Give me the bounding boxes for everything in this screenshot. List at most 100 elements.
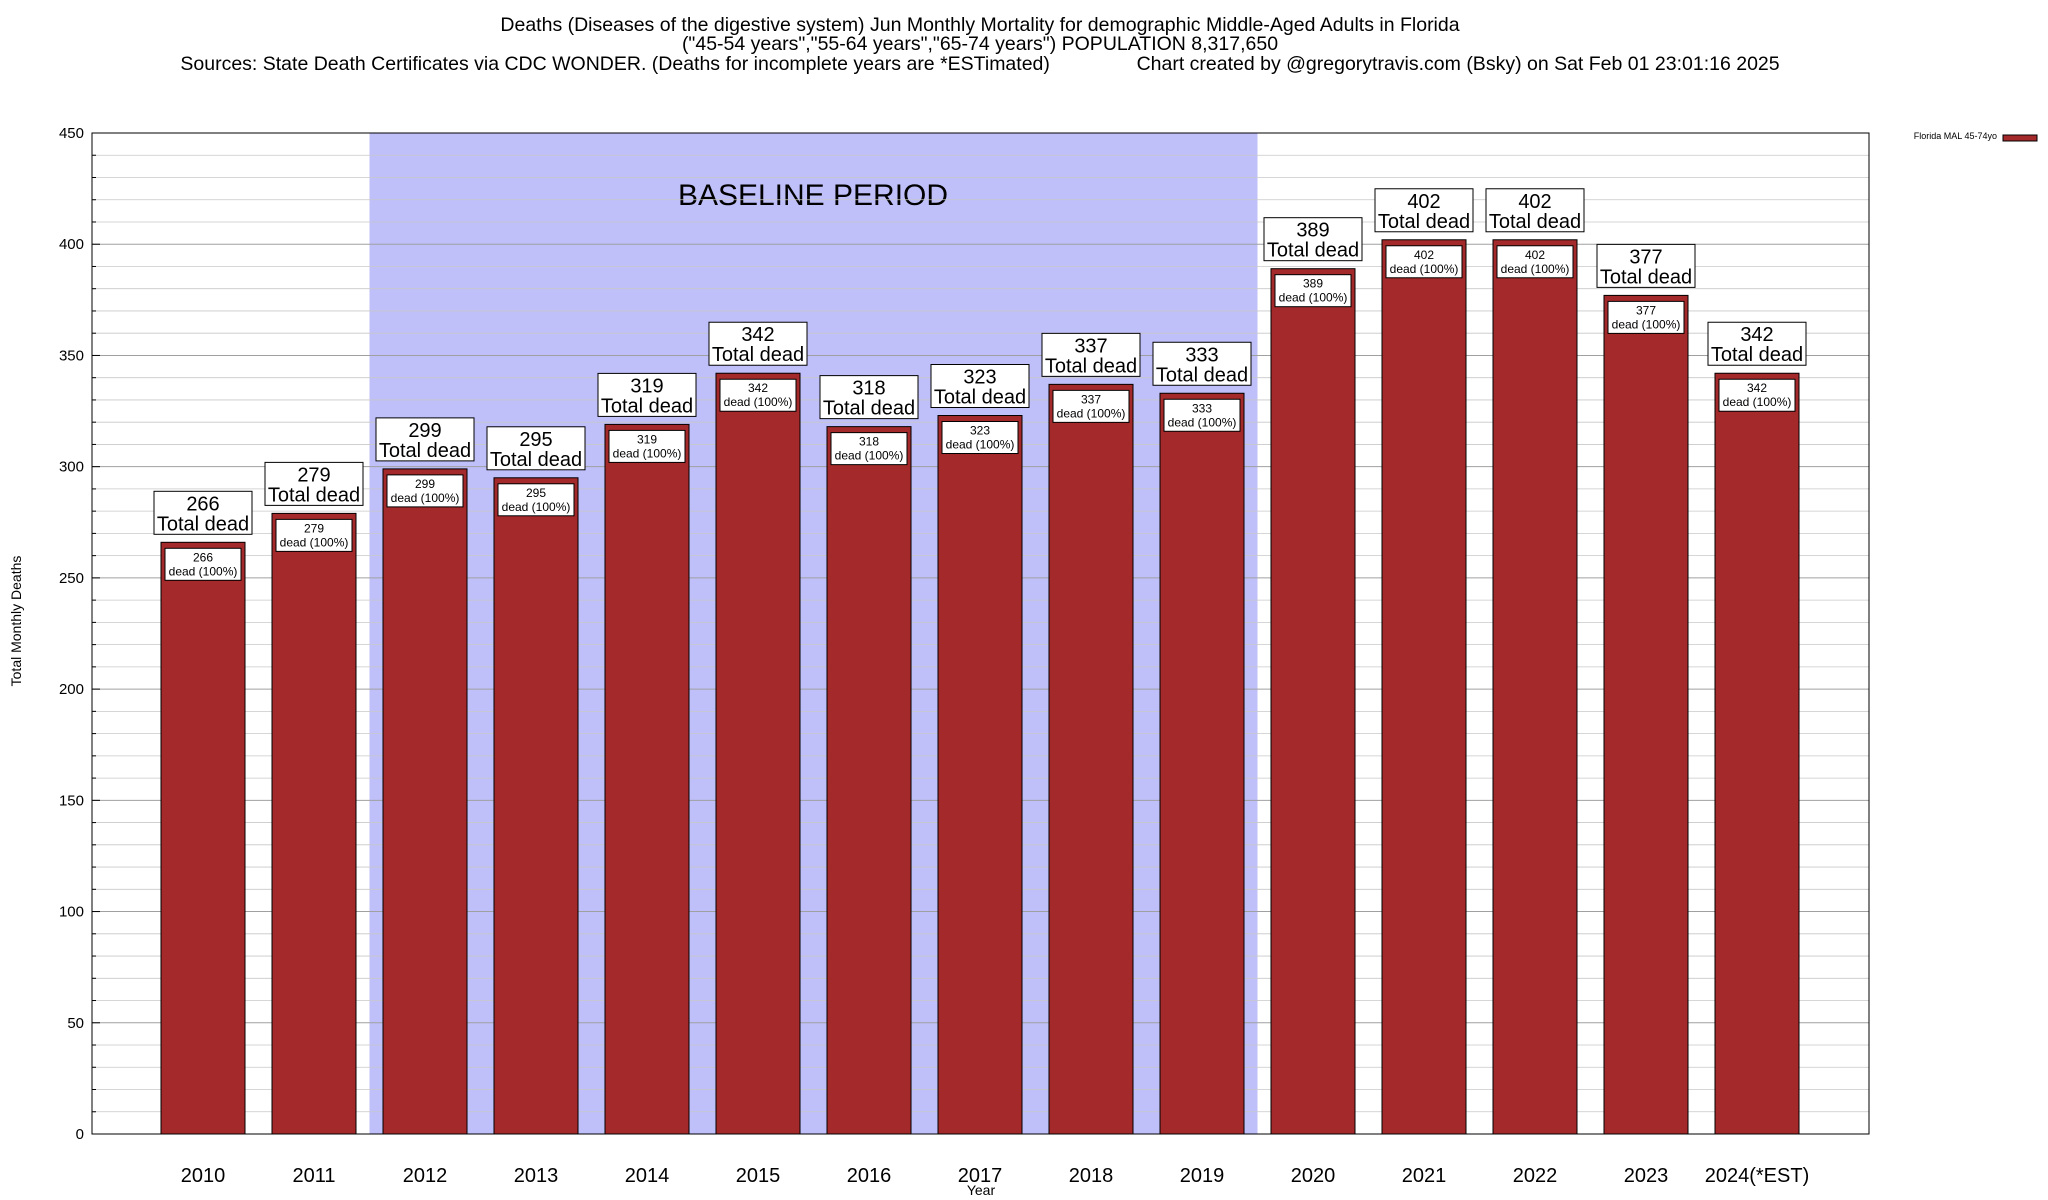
bar: [1159, 392, 1245, 1135]
y-tick-label: 0: [76, 1126, 84, 1143]
bar: [1603, 294, 1689, 1135]
inner-value-label: 389: [1303, 277, 1323, 291]
plot-frame: [91, 132, 1870, 1135]
inner-percent-label: dead (100%): [1612, 317, 1681, 331]
inner-percent-label: dead (100%): [946, 438, 1015, 452]
bar: [1381, 239, 1467, 1135]
legend-swatch: [2002, 134, 2038, 142]
value-box-number: 299: [408, 420, 441, 442]
value-box: [819, 375, 919, 420]
chart-title-line-1: Deaths (Diseases of the digestive system…: [500, 14, 1459, 36]
inner-value-label: 402: [1525, 248, 1545, 262]
inner-value-label: 333: [1192, 401, 1212, 415]
x-tick-label: 2013: [514, 1165, 559, 1187]
inner-label-box: [275, 518, 353, 552]
value-box-text: Total dead: [379, 440, 471, 462]
value-box-number: 323: [963, 367, 996, 389]
inner-value-label: 377: [1636, 303, 1656, 317]
inner-percent-label: dead (100%): [280, 535, 349, 549]
x-tick-label: 2024(*EST): [1705, 1165, 1810, 1187]
y-tick-label: 400: [59, 236, 84, 253]
y-tick-label: 200: [59, 681, 84, 698]
value-box-text: Total dead: [268, 484, 360, 506]
inner-value-label: 402: [1414, 248, 1434, 262]
y-tick-label: 300: [59, 459, 84, 476]
bar: [715, 372, 801, 1135]
value-box-number: 342: [741, 324, 774, 346]
x-axis-label: Year: [967, 1182, 996, 1198]
inner-label-box: [1607, 300, 1685, 334]
bar: [271, 512, 357, 1135]
value-box-number: 342: [1740, 324, 1773, 346]
value-box-number: 333: [1185, 344, 1218, 366]
inner-percent-label: dead (100%): [835, 449, 904, 463]
value-box: [1596, 243, 1696, 288]
value-box-text: Total dead: [1045, 355, 1137, 377]
value-box-text: Total dead: [1489, 211, 1581, 233]
value-box-text: Total dead: [490, 449, 582, 471]
inner-label-box: [1163, 398, 1241, 432]
value-box-text: Total dead: [1600, 266, 1692, 288]
inner-label-box: [386, 474, 464, 508]
inner-percent-label: dead (100%): [1057, 406, 1126, 420]
value-box: [1707, 321, 1807, 366]
x-tick-label: 2018: [1069, 1165, 1114, 1187]
inner-percent-label: dead (100%): [1501, 262, 1570, 276]
value-box-number: 402: [1407, 191, 1440, 213]
bar: [1270, 268, 1356, 1135]
inner-percent-label: dead (100%): [502, 500, 571, 514]
inner-value-label: 319: [637, 432, 657, 446]
y-tick-label: 100: [59, 904, 84, 921]
inner-value-label: 337: [1081, 392, 1101, 406]
value-box-text: Total dead: [712, 344, 804, 366]
value-box: [597, 372, 697, 417]
inner-label-box: [1274, 274, 1352, 308]
x-tick-label: 2014: [625, 1165, 670, 1187]
value-box-text: Total dead: [1267, 240, 1359, 262]
baseline-label: BASELINE PERIOD: [678, 179, 948, 212]
chart-title-line-2: ("45-54 years","55-64 years","65-74 year…: [682, 33, 1278, 55]
inner-label-box: [941, 421, 1019, 455]
inner-percent-label: dead (100%): [1279, 291, 1348, 305]
x-tick-label: 2010: [181, 1165, 226, 1187]
inner-label-box: [830, 432, 908, 466]
bar: [1048, 383, 1134, 1135]
inner-label-box: [164, 547, 242, 581]
value-box: [1485, 188, 1585, 233]
bar: [1492, 239, 1578, 1135]
inner-label-box: [1385, 245, 1463, 279]
value-box-number: 389: [1296, 220, 1329, 242]
value-box-number: 402: [1518, 191, 1551, 213]
bar: [604, 423, 690, 1135]
inner-label-box: [497, 483, 575, 517]
inner-percent-label: dead (100%): [1723, 395, 1792, 409]
value-box-number: 295: [519, 429, 552, 451]
inner-value-label: 323: [970, 424, 990, 438]
value-box: [264, 461, 364, 506]
x-tick-label: 2011: [292, 1165, 335, 1187]
bar: [1714, 372, 1800, 1135]
x-tick-label: 2022: [1513, 1165, 1558, 1187]
inner-label-box: [1718, 378, 1796, 412]
value-box-text: Total dead: [1156, 364, 1248, 386]
x-tick-label: 2023: [1624, 1165, 1669, 1187]
inner-value-label: 299: [415, 477, 435, 491]
bar: [493, 477, 579, 1135]
value-box: [708, 321, 808, 366]
inner-percent-label: dead (100%): [391, 491, 460, 505]
value-box-text: Total dead: [601, 395, 693, 417]
value-box-text: Total dead: [934, 387, 1026, 409]
value-box: [1041, 332, 1141, 377]
value-box-number: 266: [186, 493, 219, 515]
inner-label-box: [1496, 245, 1574, 279]
y-tick-label: 350: [59, 347, 84, 364]
inner-percent-label: dead (100%): [724, 395, 793, 409]
inner-value-label: 266: [193, 550, 213, 564]
x-tick-label: 2021: [1402, 1165, 1447, 1187]
value-box-number: 319: [630, 375, 663, 397]
bar: [382, 468, 468, 1135]
inner-label-box: [608, 429, 686, 463]
x-tick-label: 2019: [1180, 1165, 1225, 1187]
y-tick-label: 150: [59, 792, 84, 809]
